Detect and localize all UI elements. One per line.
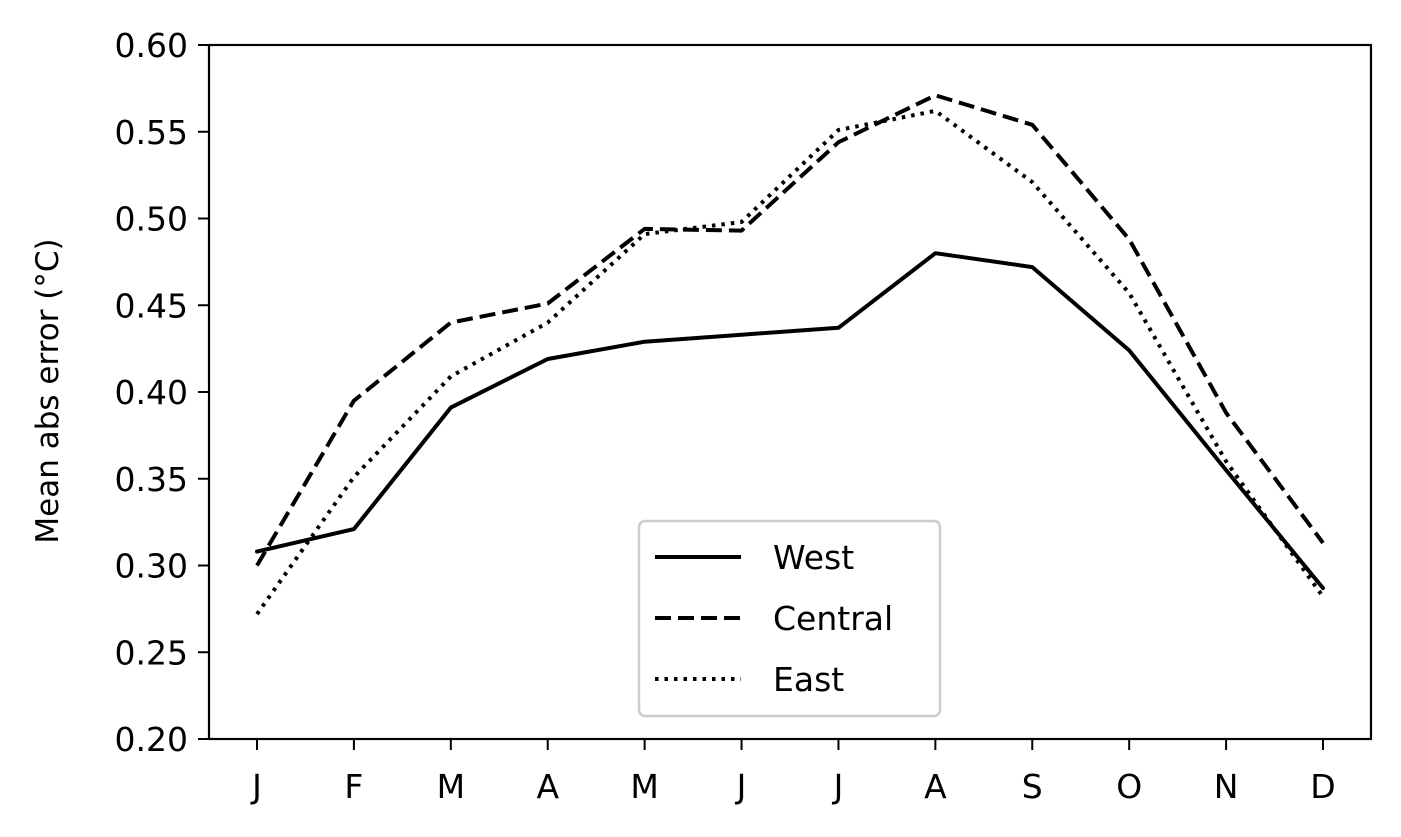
- x-tick-label: J: [250, 767, 262, 806]
- y-tick-label: 0.60: [115, 26, 188, 65]
- y-tick-label: 0.20: [115, 720, 188, 759]
- x-tick-label: J: [735, 767, 747, 806]
- y-tick-label: 0.35: [115, 460, 188, 499]
- y-tick-label: 0.40: [115, 373, 188, 412]
- legend-label-east: East: [773, 660, 844, 699]
- y-tick-label: 0.30: [115, 547, 188, 586]
- x-tick-label: D: [1310, 767, 1335, 806]
- y-tick-label: 0.25: [115, 633, 188, 672]
- x-tick-label: A: [924, 767, 947, 806]
- x-tick-label: M: [630, 767, 658, 806]
- series-line-west: [255, 251, 1325, 591]
- x-tick-label: O: [1116, 767, 1142, 806]
- x-tick-label: F: [344, 767, 363, 806]
- legend-label-west: West: [773, 538, 854, 577]
- series-line-central: [255, 93, 1325, 567]
- series-line-east: [255, 108, 1325, 616]
- legend-box: [637, 519, 942, 718]
- y-tick-label: 0.50: [115, 200, 188, 239]
- axes: 0.20 0.25 0.30 0.35 0.40 0.45 0.50 0.55 0.60 J F M A…: [115, 26, 1373, 806]
- x-tick-label: A: [536, 767, 559, 806]
- legend-label-central: Central: [773, 599, 893, 638]
- legend: West Central East: [637, 519, 942, 718]
- x-tick-label: S: [1022, 767, 1043, 806]
- y-tick-label: 0.55: [115, 113, 188, 152]
- x-tick-label: M: [437, 767, 465, 806]
- plot-area: [255, 93, 1325, 616]
- x-tick-label: J: [832, 767, 844, 806]
- x-tick-label: N: [1214, 767, 1239, 806]
- y-tick-label: 0.45: [115, 286, 188, 325]
- y-axis-title: Mean abs error (°C): [30, 238, 66, 543]
